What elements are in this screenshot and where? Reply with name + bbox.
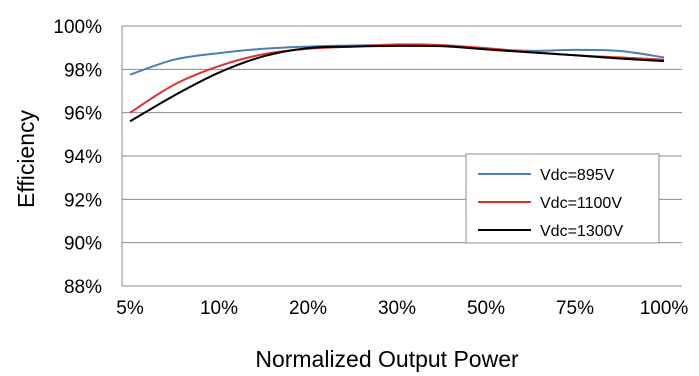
x-tick-label: 20% — [289, 298, 327, 319]
x-tick-label: 5% — [116, 298, 144, 319]
axes — [121, 26, 682, 287]
x-tick-label: 100% — [640, 298, 689, 319]
tick-labels: 88% 90% 92% 94% 96% 98% 100% 5% 10% 20% 30% 50% 75% 1… — [53, 17, 688, 319]
y-tick-label: 94% — [64, 147, 102, 168]
y-tick-label: 98% — [64, 60, 102, 81]
legend-items: Vdc=895V Vdc=1100V Vdc=1300V — [478, 167, 624, 240]
x-axis-title: Normalized Output Power — [255, 346, 519, 372]
y-tick-label: 96% — [64, 104, 102, 125]
y-axis-title: Efficiency — [13, 109, 39, 208]
x-tick-label: 30% — [378, 298, 416, 319]
y-tick-label: 90% — [64, 234, 102, 255]
x-tick-label: 10% — [200, 298, 238, 319]
y-tick-label: 88% — [64, 277, 102, 298]
x-tick-label: 50% — [467, 298, 505, 319]
series-lines — [129, 43, 665, 123]
series-line-3 — [129, 44, 665, 123]
legend-box — [465, 153, 660, 244]
legend: Vdc=895V Vdc=1100V Vdc=1300V — [465, 153, 660, 244]
legend-label: Vdc=895V — [540, 167, 615, 184]
x-tick-label: 75% — [556, 298, 594, 319]
y-tick-label: 92% — [64, 190, 102, 211]
legend-label: Vdc=1100V — [540, 195, 622, 212]
legend-label: Vdc=1300V — [540, 223, 624, 240]
y-tick-label: 100% — [53, 17, 102, 38]
series-line-1 — [129, 44, 665, 76]
